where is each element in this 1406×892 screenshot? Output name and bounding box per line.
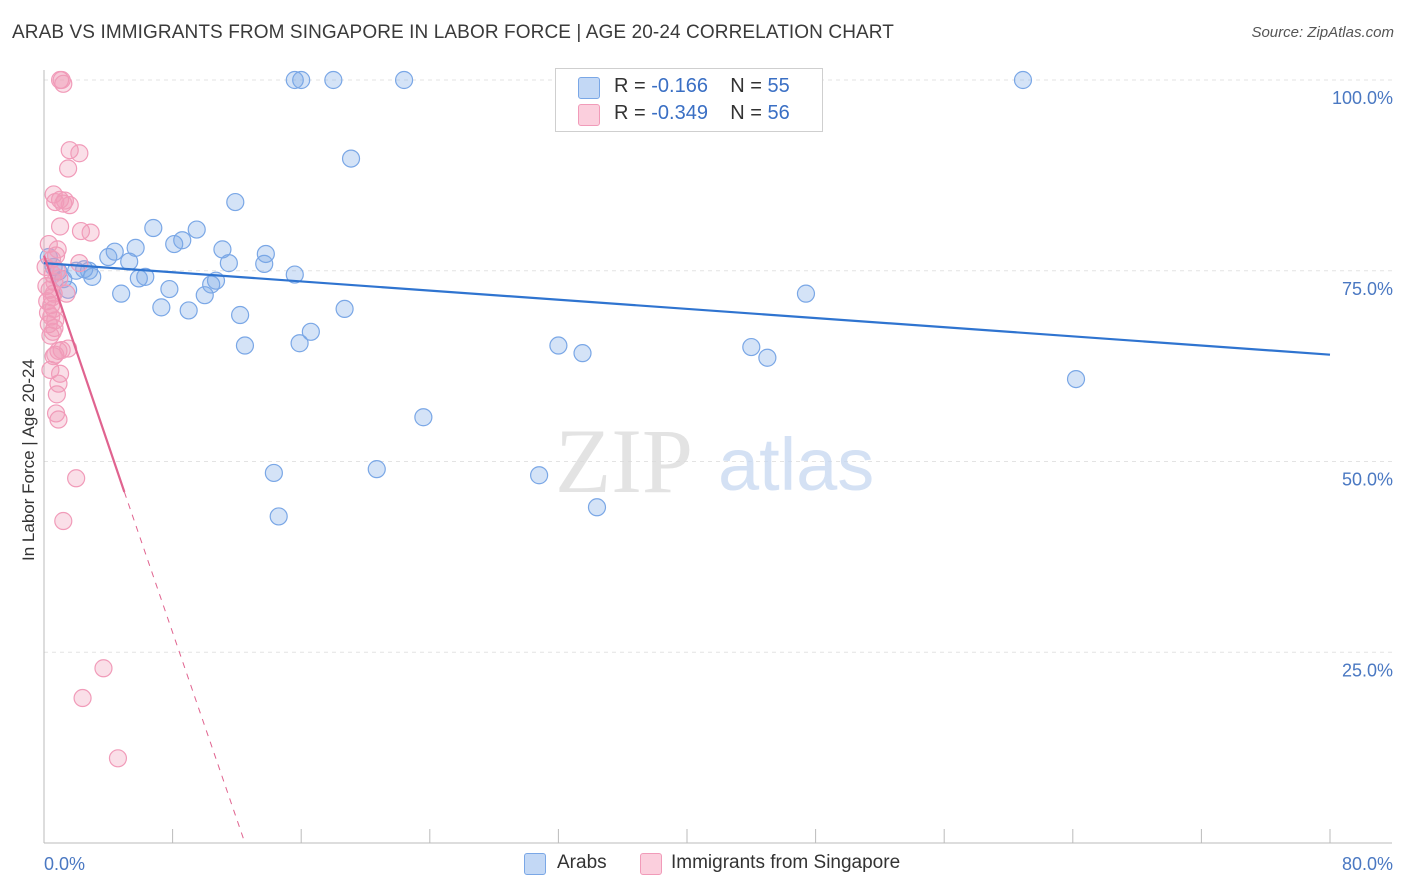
y-tick-labels: 25.0% 50.0% 75.0% 100.0% [1332,88,1393,680]
singapore-n-label: N = [730,102,762,124]
arabs-point [83,267,102,286]
trend-lines [42,255,1331,844]
singapore-point [81,223,100,242]
singapore-trend-line [42,255,126,493]
singapore-point [46,404,66,423]
singapore-r-value: -0.349 [651,102,708,124]
arabs-point [219,254,238,273]
singapore-trend-extension [123,491,246,844]
x-tick-label: 0.0% [44,854,85,874]
arabs-point [269,507,288,526]
bottom-singapore-label: Immigrants from Singapore [671,852,901,873]
singapore-point [73,688,92,708]
arabs-point [144,218,163,238]
arabs-point [285,265,304,284]
arabs-point [292,70,311,90]
arabs-point [173,231,192,250]
bottom-singapore-swatch [640,853,662,875]
correlation-legend: R = -0.166 N = 55 R = -0.349 N = 56 [555,68,823,132]
singapore-swatch [578,104,600,126]
singapore-point [60,196,79,215]
arabs-point [742,337,761,357]
arabs-point [1066,369,1086,389]
singapore-point [42,307,61,326]
arabs-point [136,267,155,286]
singapore-point [108,749,128,768]
arabs-point [235,336,255,355]
arabs-point [179,301,198,320]
singapore-point [54,511,73,531]
source-label: Source: ZipAtlas.com [1251,24,1394,41]
arabs-point [530,466,549,485]
arabs-point [264,463,283,483]
singapore-point [50,217,70,236]
arabs-point [290,334,309,353]
y-tick-label: 75.0% [1342,279,1393,299]
y-axis-label: In Labor Force | Age 20-24 [19,359,38,561]
arabs-point [126,238,145,257]
singapore-point [50,364,70,383]
singapore-n-value: 56 [767,102,790,124]
arabs-point [1013,70,1033,90]
arabs-point [112,284,131,303]
arabs-point [324,70,343,90]
arabs-point [152,298,171,317]
arabs-point [105,242,124,261]
axes [43,70,1392,844]
singapore-point [52,341,71,360]
singapore-point [67,469,86,488]
arabs-r-label: R = [614,75,646,97]
singapore-point [50,190,70,209]
arabs-n-label: N = [730,75,762,97]
arabs-point [187,220,206,239]
arabs-point [414,408,433,427]
arabs-point [195,286,214,305]
arabs-point [341,149,361,168]
singapore-point [94,659,113,678]
watermark-atlas: atlas [718,423,874,506]
x-tick-labels: 0.0% 80.0% [44,854,1393,874]
arabs-point [758,348,777,367]
arabs-point [796,284,816,303]
singapore-points [36,70,128,768]
singapore-point [48,240,67,259]
arabs-point [256,244,275,264]
arabs-trend-line [43,262,1331,356]
y-tick-label: 100.0% [1332,88,1393,108]
singapore-point [52,70,71,90]
arabs-point [549,336,568,355]
singapore-point [70,254,89,273]
chart-title: ARAB VS IMMIGRANTS FROM SINGAPORE IN LAB… [12,22,894,43]
arabs-point [160,279,179,299]
y-tick-label: 50.0% [1342,470,1393,490]
watermark-zip: ZIP [555,410,693,512]
arabs-point [367,460,386,479]
singapore-point [43,322,62,341]
arabs-point [301,322,320,341]
singapore-point [39,234,58,254]
singapore-r-label: R = [614,102,646,124]
arabs-point [587,498,607,517]
gridlines [44,79,1392,653]
arabs-point [231,305,250,325]
bottom-arabs-swatch [524,853,546,875]
singapore-point [59,159,78,178]
arabs-point [394,70,414,90]
x-tick-label: 80.0% [1342,854,1393,874]
y-tick-label: 25.0% [1342,660,1393,680]
arabs-r-value: -0.166 [651,75,708,97]
arabs-point [226,192,245,212]
singapore-point [70,144,89,163]
singapore-point [41,360,60,380]
arabs-point [335,299,354,318]
arabs-swatch [578,77,600,99]
arabs-n-value: 55 [767,75,790,97]
bottom-arabs-label: Arabs [557,852,607,873]
arabs-point [285,70,304,90]
arabs-point [573,344,592,363]
